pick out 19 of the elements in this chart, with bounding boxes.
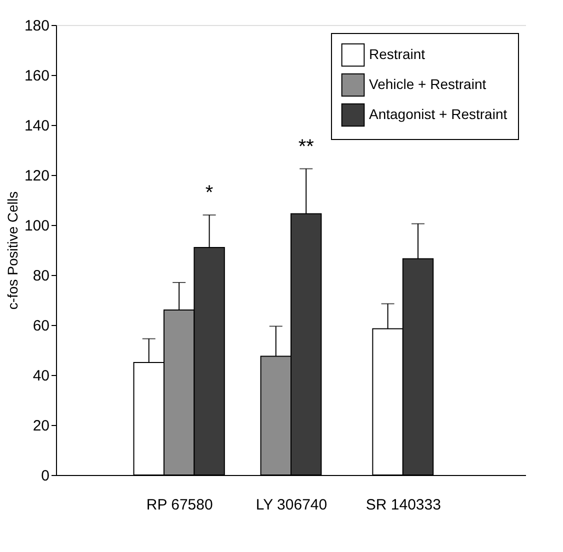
x-tick-label: RP 67580: [146, 496, 213, 514]
y-tick-label: 180: [24, 18, 50, 34]
x-tick-label: LY 306740: [256, 496, 328, 514]
y-tick-label: 160: [24, 68, 50, 84]
y-tick-label: 20: [32, 418, 50, 434]
legend-label: Antagonist + Restraint: [369, 106, 508, 122]
legend-label: Vehicle + Restraint: [369, 76, 486, 92]
y-tick-label: 0: [41, 468, 50, 484]
x-tick-label: SR 140333: [366, 496, 441, 514]
y-tick-label: 80: [32, 268, 50, 284]
y-axis-title: c-fos Positive Cells: [4, 191, 20, 310]
legend-label: Restraint: [369, 46, 426, 62]
annotation: **: [298, 136, 314, 158]
y-tick-label: 140: [24, 118, 50, 134]
y-tick-label: 100: [24, 218, 50, 234]
y-tick-label: 40: [32, 368, 50, 384]
y-tick-label: 120: [24, 168, 50, 184]
annotation: *: [205, 182, 214, 204]
y-tick-label: 60: [32, 318, 50, 334]
